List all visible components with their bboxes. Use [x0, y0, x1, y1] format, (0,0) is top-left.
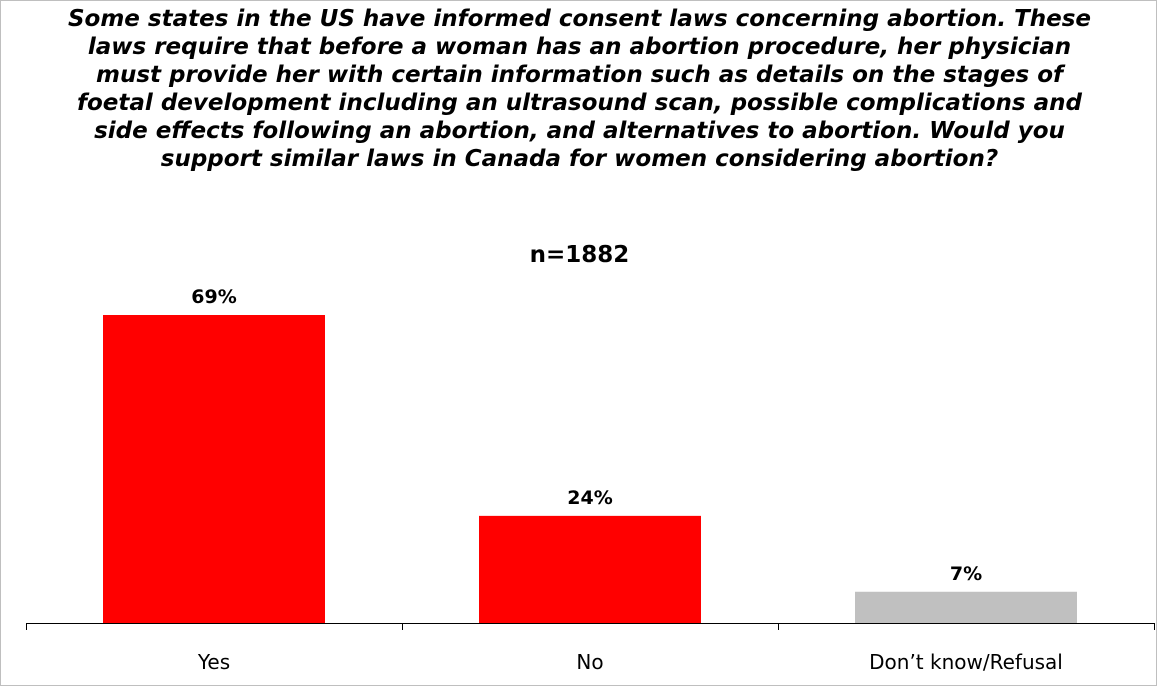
x-axis [26, 623, 1155, 630]
data-label-1: 69% [191, 286, 236, 308]
bars-layer [103, 315, 1077, 623]
data-label-3: 7% [950, 563, 982, 585]
bar-3 [855, 591, 1077, 623]
x-tick-label-2: No [576, 650, 603, 674]
bar-2 [479, 515, 701, 623]
data-label-2: 24% [567, 487, 612, 509]
chart-title: Some states in the US have informed cons… [67, 6, 1092, 172]
chart-subtitle: n=1882 [529, 242, 630, 268]
bar-1 [103, 315, 325, 623]
data-labels-layer: 69% 24% 7% [191, 286, 982, 585]
x-tick-labels-layer: Yes No Don’t know/Refusal [197, 650, 1063, 674]
x-tick-label-3: Don’t know/Refusal [869, 650, 1063, 674]
x-tick-label-1: Yes [197, 650, 230, 674]
